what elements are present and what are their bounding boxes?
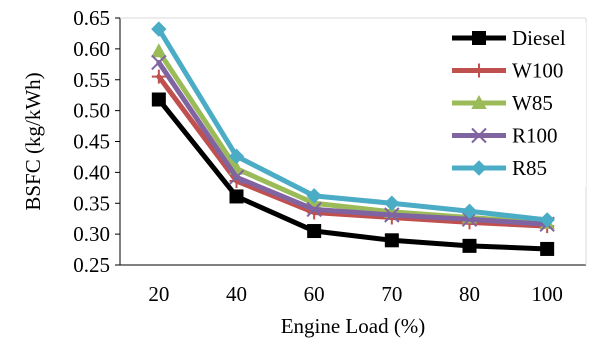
data-point-r85: [151, 21, 167, 37]
legend: Diesel W100 W85 R100 R85: [443, 22, 586, 187]
series-r85: [151, 21, 555, 228]
data-point-r100: [306, 201, 322, 218]
legend-marker: [471, 94, 487, 109]
y-tick-label: 0.60: [73, 37, 110, 61]
series-line-r85: [156, 26, 550, 223]
legend-item-w100: W100: [452, 59, 563, 83]
data-point-r100: [228, 169, 245, 186]
data-point-diesel: [384, 233, 399, 248]
legend-label: R100: [512, 124, 558, 148]
y-tick-label: 0.30: [73, 222, 110, 246]
y-tick-label: 0.45: [73, 130, 110, 154]
legend-label: W85: [512, 91, 553, 115]
data-point-r85: [461, 203, 478, 219]
series-r100: [151, 54, 555, 232]
series-diesel: [151, 92, 555, 256]
legend-item-w85: W85: [452, 91, 553, 115]
x-tick-label: 80: [459, 282, 480, 306]
data-point-r85: [384, 195, 400, 211]
legend-label: Diesel: [512, 26, 566, 50]
y-tick-label: 0.65: [73, 6, 110, 30]
series-line-w100: [156, 74, 550, 229]
x-axis-title: Engine Load (%): [281, 314, 426, 338]
x-tick-label: 20: [148, 282, 169, 306]
legend-label: W100: [512, 59, 563, 83]
y-axis-title: BSFC (kg/kWh): [21, 72, 45, 210]
data-point-diesel: [151, 92, 166, 107]
series-line-r100: [156, 59, 550, 227]
data-point-r100: [384, 207, 400, 223]
legend-marker: [472, 31, 486, 45]
series-layer: [151, 21, 555, 256]
data-point-r85: [228, 148, 245, 165]
legend-item-diesel: Diesel: [452, 26, 566, 50]
legend-marker: [472, 63, 486, 78]
legend-marker: [471, 127, 487, 144]
x-tick-label: 70: [381, 282, 402, 306]
data-point-r100: [151, 54, 167, 71]
data-point-diesel: [229, 189, 244, 204]
data-point-diesel: [462, 238, 477, 253]
x-tick-label: 40: [226, 282, 247, 306]
legend-label: R85: [512, 156, 547, 180]
y-tick-labels: 0.25 0.30 0.35 0.40 0.45 0.50 0.55 0.60 0.65: [73, 6, 120, 277]
data-point-r100: [461, 211, 478, 228]
series-line-diesel: [156, 97, 550, 252]
x-tick-labels: 20 40 60 70 80 100: [148, 282, 563, 306]
legend-marker: [471, 160, 487, 176]
legend-item-r100: R100: [452, 124, 558, 148]
y-tick-label: 0.50: [73, 99, 110, 123]
data-point-w85: [151, 43, 167, 58]
y-tick-label: 0.25: [73, 253, 110, 277]
y-tick-label: 0.40: [73, 160, 110, 184]
data-point-diesel: [307, 224, 322, 239]
data-point-r85: [539, 212, 555, 228]
y-tick-label: 0.55: [73, 68, 110, 92]
data-point-r85: [306, 188, 322, 204]
legend-item-r85: R85: [452, 156, 547, 180]
data-point-diesel: [540, 241, 555, 256]
x-tick-label: 60: [304, 282, 325, 306]
x-tick-label: 100: [531, 282, 563, 306]
data-point-w100: [151, 69, 166, 84]
y-tick-label: 0.35: [73, 191, 110, 215]
